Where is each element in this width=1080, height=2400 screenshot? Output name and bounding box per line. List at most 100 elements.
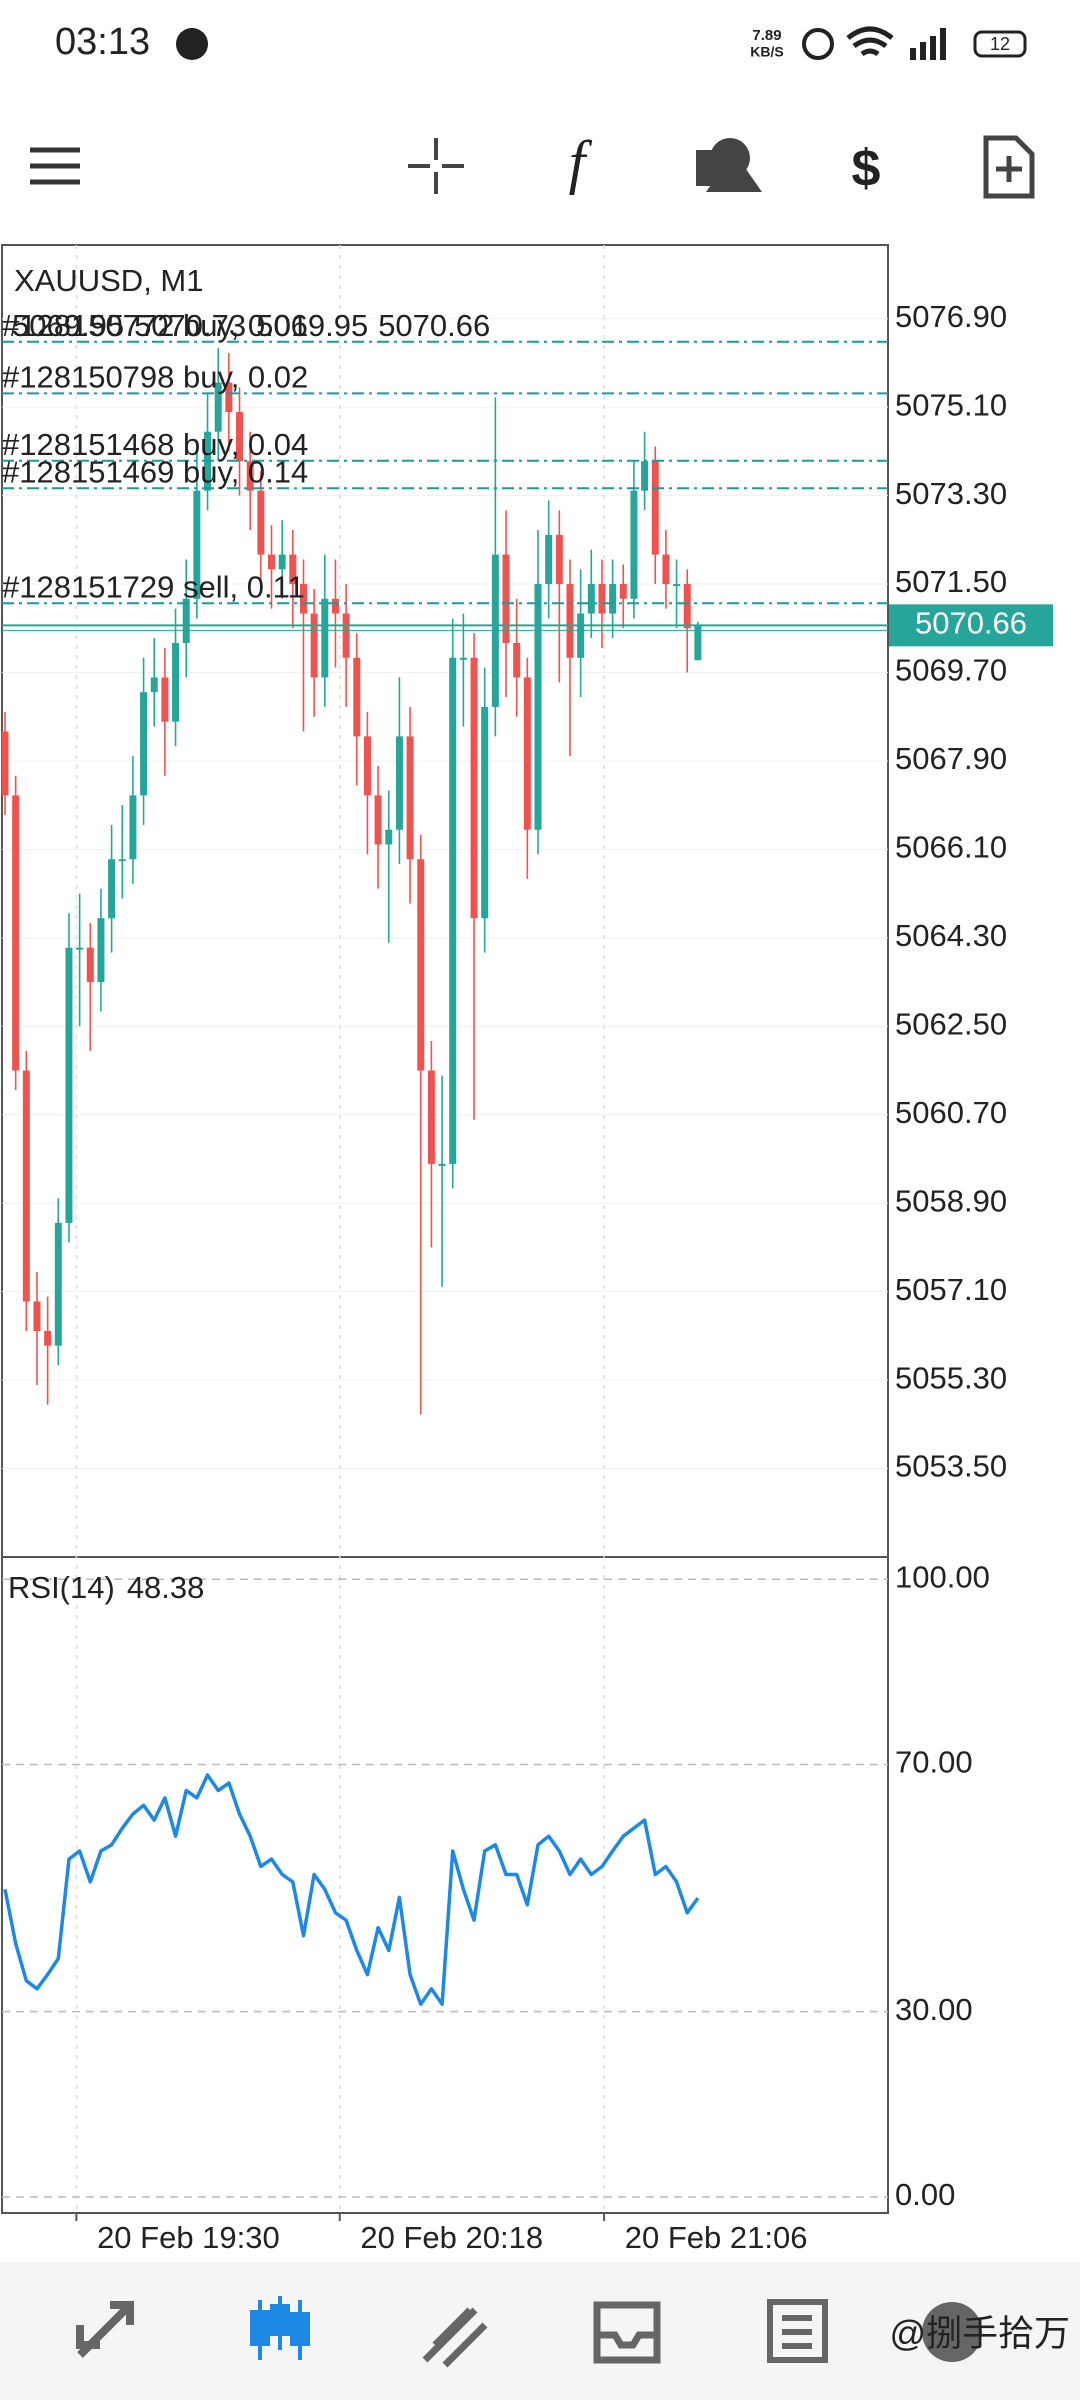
candle-body	[651, 461, 659, 555]
ohlc-readout: 5069.95 5070.73 5069.95 5070.66	[12, 308, 490, 343]
order-label: #128150798 buy, 0.02	[2, 360, 308, 395]
candle-body	[65, 947, 73, 1223]
candle-body	[76, 947, 84, 950]
candle-body	[342, 613, 350, 658]
ohlc-open: 5069.95	[12, 308, 124, 343]
candle-body	[214, 382, 222, 432]
y-tick-label: 0.00	[895, 2177, 955, 2212]
objects-button[interactable]	[696, 138, 762, 192]
candle-body	[630, 490, 638, 599]
candle-body	[619, 584, 627, 599]
candle-body	[310, 613, 318, 678]
candle-body	[140, 692, 148, 796]
nav-trade[interactable]	[422, 2307, 488, 2368]
candle-body	[108, 859, 116, 919]
candle-body	[481, 706, 489, 919]
candle-body	[555, 534, 563, 585]
candle-body	[236, 412, 244, 462]
rsi-name: RSI(14)	[8, 1570, 115, 1605]
candle-body	[97, 918, 105, 983]
candle-body	[406, 736, 414, 860]
candle-body	[587, 584, 595, 614]
nav-quotes[interactable]	[76, 2301, 134, 2358]
symbol-title: XAUUSD, M1	[14, 263, 203, 298]
nav-news[interactable]	[767, 2299, 828, 2363]
trade-button[interactable]: $	[852, 140, 881, 198]
candle-body	[321, 598, 329, 678]
candle-body	[459, 657, 467, 660]
candle-body	[566, 584, 574, 658]
watermark: @捌手拾万	[889, 2313, 1070, 2354]
net-speed: 7.89	[752, 27, 781, 44]
candle-body	[12, 795, 20, 1071]
candle-body	[417, 859, 425, 1071]
candle-body	[268, 554, 275, 570]
status-time: 03:13	[55, 21, 150, 63]
y-tick-label: 5069.70	[895, 653, 1007, 688]
order-label: #128151469 buy, 0.14	[2, 454, 308, 489]
candle-body	[438, 1163, 446, 1166]
indicators-button[interactable]: f	[569, 129, 593, 195]
y-tick-label: 5073.30	[895, 476, 1007, 511]
candle-body	[172, 643, 180, 722]
candle-body	[44, 1330, 52, 1346]
candle-body	[257, 490, 265, 555]
y-tick-label: 5064.30	[895, 918, 1007, 953]
price-tag-label: 5070.66	[915, 606, 1027, 641]
rsi-line	[3, 1773, 700, 2006]
ohlc-close: 5070.66	[378, 308, 490, 343]
wifi-icon	[846, 26, 894, 57]
x-tick-label: 20 Feb 21:06	[625, 2220, 808, 2255]
nav-chart[interactable]	[250, 2296, 310, 2360]
candle-body	[118, 859, 126, 862]
candle-body	[22, 1070, 30, 1302]
candle-body	[363, 736, 371, 796]
menu-button[interactable]	[30, 147, 80, 185]
y-tick-label: 5071.50	[895, 564, 1007, 599]
nav-messages[interactable]	[922, 2302, 982, 2362]
candle-body	[395, 736, 403, 830]
rsi-panel	[1, 1556, 889, 2214]
battery-icon	[973, 30, 1027, 58]
x-tick-label: 20 Feb 19:30	[97, 2220, 280, 2255]
rsi-title: RSI(14) 48.38	[8, 1570, 204, 1605]
y-tick-label: 30.00	[895, 1992, 973, 2027]
candle-body	[694, 625, 702, 661]
candle-body	[385, 829, 393, 845]
candle-body	[673, 584, 681, 587]
rsi-current: 48.38	[127, 1570, 205, 1605]
candle-body	[150, 677, 158, 693]
x-tick-label: 20 Feb 20:18	[360, 2220, 543, 2255]
y-tick-label: 5055.30	[895, 1360, 1007, 1395]
y-tick-label: 70.00	[895, 1745, 973, 1780]
candle-body	[545, 534, 553, 585]
ohlc-low: 5069.95	[256, 308, 368, 343]
candle-body	[182, 598, 190, 644]
y-tick-label: 5053.50	[895, 1449, 1007, 1484]
candle-body	[129, 795, 137, 860]
new-order-button[interactable]	[983, 135, 1035, 199]
candle-body	[502, 554, 510, 644]
status-icon	[176, 28, 208, 60]
candle-body	[641, 461, 649, 491]
bottom-nav	[0, 2262, 1080, 2400]
candle-body	[598, 584, 606, 614]
y-tick-label: 5067.90	[895, 741, 1007, 776]
candle-body	[33, 1301, 41, 1331]
price-tag	[889, 604, 1053, 647]
candle-body	[609, 584, 617, 614]
candle-body	[246, 461, 254, 491]
candle-body	[161, 677, 169, 722]
candle-body	[427, 1070, 435, 1164]
y-tick-label: 5060.70	[895, 1095, 1007, 1130]
candle-body	[225, 382, 233, 413]
alarm-icon	[802, 28, 834, 60]
nav-history[interactable]	[593, 2301, 661, 2364]
y-tick-label: 100.00	[895, 1559, 990, 1594]
order-label: #128150772 buy, 0.01	[2, 308, 308, 343]
candle-body	[449, 657, 457, 1164]
candle-body	[662, 554, 670, 585]
y-tick-label: 5076.90	[895, 299, 1007, 334]
crosshair-button[interactable]	[408, 138, 464, 194]
